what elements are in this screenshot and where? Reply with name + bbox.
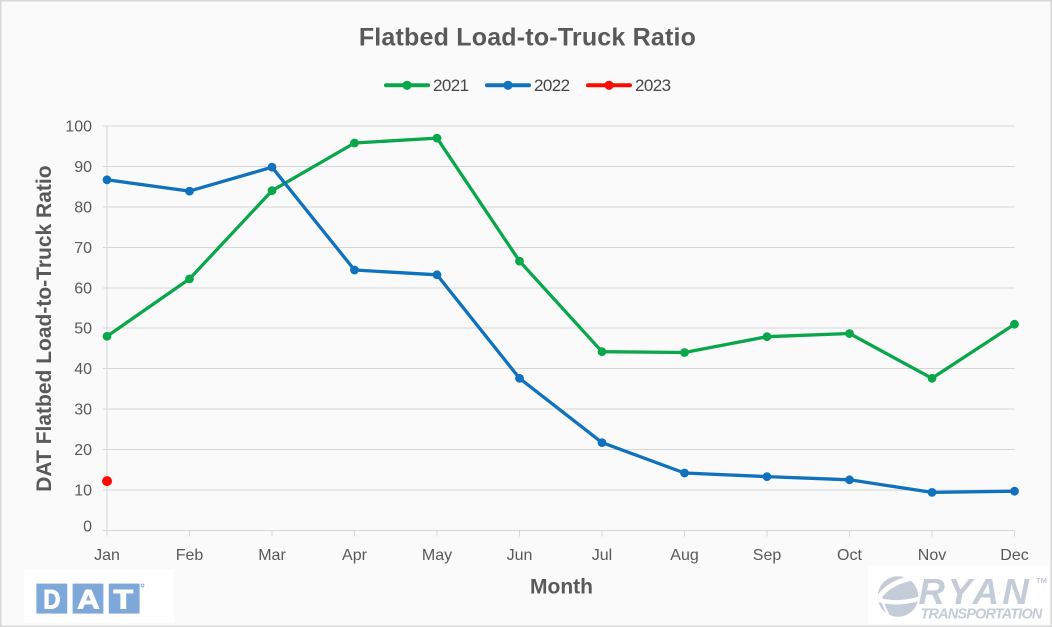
svg-text:40: 40 [74, 361, 92, 378]
svg-text:90: 90 [74, 159, 92, 176]
svg-text:Oct: Oct [837, 547, 862, 564]
svg-text:80: 80 [74, 199, 92, 216]
svg-text:Jun: Jun [507, 547, 533, 564]
svg-text:2021: 2021 [433, 76, 469, 95]
svg-text:A: A [77, 584, 100, 614]
svg-text:DAT Flatbed Load-to-Truck Rati: DAT Flatbed Load-to-Truck Ratio [33, 165, 56, 491]
svg-text:May: May [422, 547, 452, 564]
svg-text:Feb: Feb [176, 547, 204, 564]
svg-text:TM: TM [1036, 576, 1047, 585]
svg-text:Jan: Jan [94, 547, 120, 564]
svg-text:20: 20 [74, 442, 92, 459]
svg-text:Dec: Dec [1000, 547, 1028, 564]
svg-text:60: 60 [74, 280, 92, 297]
svg-text:RYAN: RYAN [919, 571, 1033, 612]
svg-text:TRANSPORTATION: TRANSPORTATION [921, 607, 1043, 623]
svg-text:D: D [43, 584, 60, 614]
svg-text:Sep: Sep [753, 547, 782, 564]
svg-text:100: 100 [65, 119, 92, 136]
svg-text:70: 70 [74, 240, 92, 257]
svg-text:T: T [113, 584, 133, 614]
svg-text:2022: 2022 [534, 76, 570, 95]
svg-text:10: 10 [74, 483, 92, 500]
svg-text:30: 30 [74, 402, 92, 419]
svg-text:Month: Month [530, 576, 593, 599]
svg-text:Mar: Mar [258, 547, 286, 564]
svg-text:Aug: Aug [670, 547, 698, 564]
svg-text:Apr: Apr [342, 547, 368, 564]
svg-text:0: 0 [83, 519, 92, 536]
svg-text:Jul: Jul [592, 547, 612, 564]
svg-text:Flatbed Load-to-Truck Ratio: Flatbed Load-to-Truck Ratio [359, 24, 696, 52]
svg-text:Nov: Nov [918, 547, 946, 564]
svg-text:50: 50 [74, 321, 92, 338]
svg-text:2023: 2023 [635, 76, 671, 95]
